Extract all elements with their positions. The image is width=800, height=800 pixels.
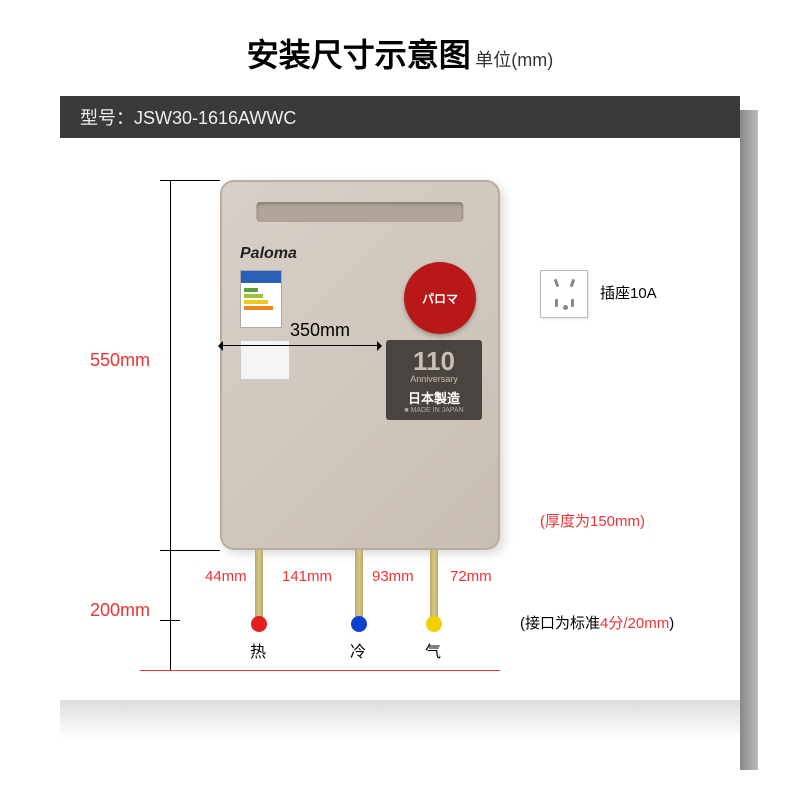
unit-label: 单位(mm) — [475, 50, 553, 70]
outlet-label: 插座10A — [600, 282, 657, 303]
pipe-cap-hot — [251, 616, 267, 632]
dim-tick — [140, 670, 500, 671]
dim-bottom-gap: 200mm — [90, 600, 150, 621]
pipe-label-cold: 冷 — [350, 638, 366, 662]
port-note: (接口为标准4分/20mm) — [520, 612, 674, 633]
floor — [60, 700, 740, 740]
power-outlet — [540, 270, 588, 318]
pipe-cap-gas — [426, 616, 442, 632]
spec-sticker — [240, 340, 290, 380]
model-bar: 型号：JSW30-1616AWWC — [60, 96, 740, 138]
dim-tick — [160, 180, 220, 181]
pipe-offset-3: 93mm — [372, 568, 414, 585]
model-prefix: 型号： — [80, 108, 134, 128]
anniversary-panel: 110 Anniversary 日本製造 ■ MADE IN JAPAN — [386, 340, 482, 420]
pipe-cold — [355, 550, 363, 620]
wall-edge — [740, 110, 758, 770]
pipe-label-gas: 气 — [425, 638, 441, 662]
pipe-gas — [430, 550, 438, 620]
port-note-a: (接口为标准 — [520, 615, 600, 632]
pipe-offset-1: 44mm — [205, 568, 247, 585]
made-in-sub: ■ MADE IN JAPAN — [392, 407, 476, 414]
pipe-label-hot: 热 — [250, 638, 266, 662]
dim-line-vertical — [170, 180, 171, 670]
dim-height: 550mm — [90, 350, 150, 371]
water-heater: Paloma パロマ 110 Anniversary 日本製造 ■ MADE I… — [220, 180, 500, 550]
energy-label — [240, 270, 282, 328]
port-note-c: ) — [669, 615, 674, 632]
port-note-b: 4分/20mm — [600, 615, 669, 632]
brand-logo: Paloma — [240, 245, 297, 263]
dim-tick — [160, 550, 220, 551]
model-number: JSW30-1616AWWC — [134, 108, 296, 128]
pipe-offset-4: 72mm — [450, 568, 492, 585]
vent-slot — [256, 202, 463, 222]
dim-width: 350mm — [290, 320, 350, 341]
depth-note: (厚度为150mm) — [540, 510, 645, 531]
anniv-text: Anniversary — [392, 374, 476, 384]
made-in-label: 日本製造 — [392, 388, 476, 407]
pipe-offset-2: 141mm — [282, 568, 332, 585]
pipe-hot — [255, 550, 263, 620]
dim-tick — [160, 620, 180, 621]
pipe-cap-cold — [351, 616, 367, 632]
page-title: 安装尺寸示意图 — [247, 37, 471, 73]
anniv-number: 110 — [392, 348, 476, 374]
diagram-canvas: 550mm 200mm Paloma パロマ 110 Anniversary 日… — [60, 140, 740, 770]
brand-badge: パロマ — [404, 262, 476, 334]
dim-width-arrow — [220, 345, 380, 346]
